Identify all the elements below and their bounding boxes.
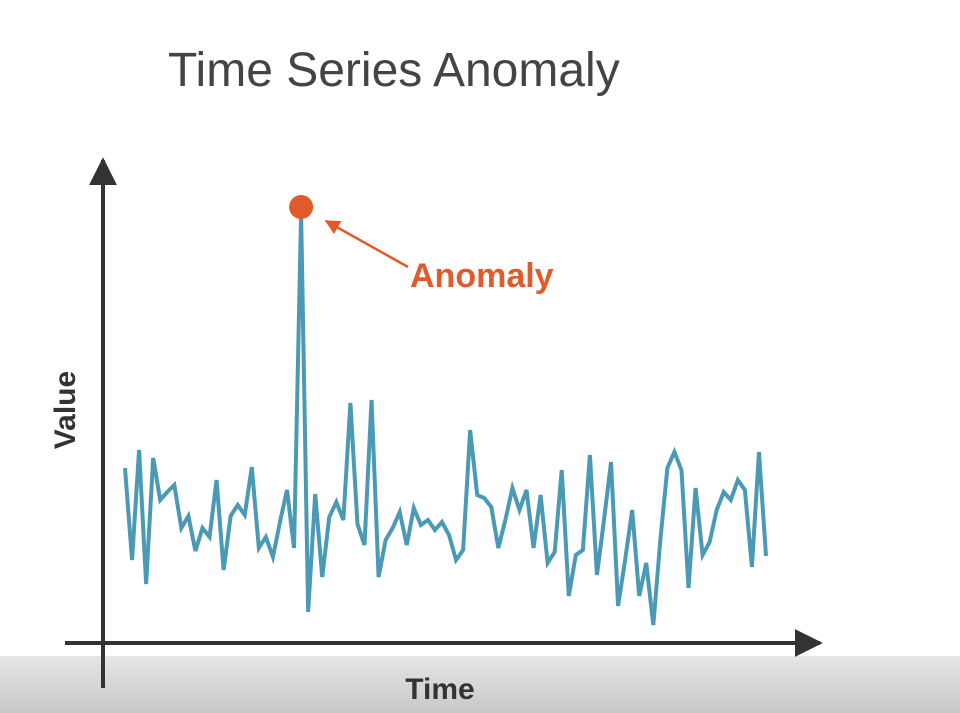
bottom-bar (0, 656, 960, 713)
annotation-arrow (324, 219, 409, 269)
x-axis-label: Time (405, 673, 474, 706)
annotation: Anomaly (410, 257, 554, 295)
data-point (289, 195, 314, 219)
data-line (123, 212, 768, 626)
chart-title: Time Series Anomaly (168, 44, 620, 97)
y-axis-label: Value (49, 371, 82, 449)
